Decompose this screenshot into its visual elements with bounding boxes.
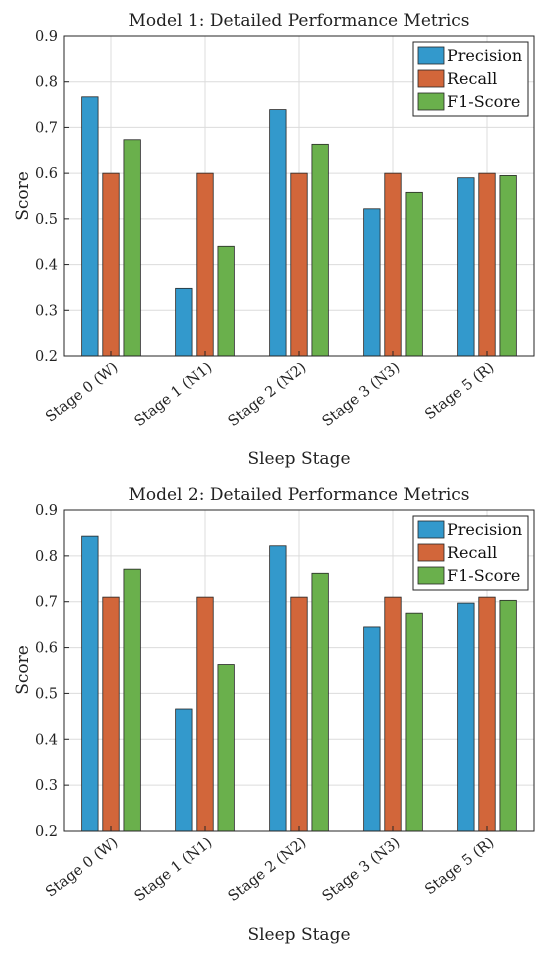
chart-1-legend-label-recall: Recall — [447, 69, 497, 88]
chart-1-y-tick-label: 0.6 — [35, 166, 58, 182]
chart-2-bar-precision-stage-2-n2 — [269, 545, 287, 832]
chart-1-x-tick-label-stage-1-n1: Stage 1 (N1) — [132, 360, 216, 430]
chart-2-bar-precision-stage-3-n3 — [363, 626, 381, 832]
chart-2-ylabel: Score — [13, 645, 33, 695]
chart-1-y-tick-label: 0.9 — [35, 29, 58, 45]
chart-2-bar-recall-stage-5-r — [478, 596, 496, 832]
chart-2-x-tick-label-stage-0-w: Stage 0 (W) — [43, 835, 121, 901]
chart-2-legend-swatch-precision — [417, 520, 445, 539]
chart-2-x-tick-label-stage-3-n3: Stage 3 (N3) — [320, 835, 404, 905]
chart-2-legend-label-f1-score: F1-Score — [447, 566, 520, 585]
chart-1-legend-swatch-precision — [417, 46, 445, 65]
chart-1-bar-recall-stage-3-n3 — [384, 172, 402, 357]
chart-1-y-tick-label: 0.2 — [35, 349, 58, 365]
chart-2-bar-f1-score-stage-0-w — [123, 568, 141, 832]
chart-1-bar-precision-stage-5-r — [457, 177, 475, 357]
chart-2-bar-f1-score-stage-5-r — [499, 599, 517, 832]
chart-1-y-tick-label: 0.4 — [35, 258, 58, 274]
chart-2-y-ticks: 0.2 0.3 0.4 0.5 0.6 0.7 0.8 0.9 — [35, 503, 69, 840]
chart-2-bar-f1-score-stage-2-n2 — [311, 572, 329, 832]
chart-1-legend-label-precision: Precision — [447, 46, 522, 65]
chart-2-x-tick-label-stage-2-n2: Stage 2 (N2) — [226, 835, 310, 905]
chart-1-bar-recall-stage-5-r — [478, 172, 496, 357]
chart-2-bar-precision-stage-5-r — [457, 602, 475, 832]
chart-2-y-tick-label: 0.6 — [35, 641, 58, 657]
chart-2-bar-recall-stage-0-w — [102, 596, 120, 832]
chart-2-bar-f1-score-stage-3-n3 — [405, 612, 423, 832]
chart-1-bar-precision-stage-0-w — [81, 96, 99, 357]
chart-2-xlabel: Sleep Stage — [247, 925, 350, 945]
chart-2-bar-recall-stage-3-n3 — [384, 596, 402, 832]
chart-1-legend-label-f1-score: F1-Score — [447, 92, 520, 111]
chart-2-legend: Precision Recall F1-Score — [412, 515, 529, 591]
chart-2-x-tick-label-stage-5-r: Stage 5 (R) — [422, 835, 497, 899]
chart-1-xlabel: Sleep Stage — [247, 449, 350, 469]
chart-1-bar-precision-stage-3-n3 — [363, 208, 381, 357]
chart-1-bars — [81, 96, 517, 357]
chart-1-legend-swatch-recall — [417, 69, 445, 88]
chart-2-x-ticks: Stage 0 (W) Stage 1 (N1) Stage 2 (N2) Stage… — [43, 826, 497, 905]
chart-2-legend-label-recall: Recall — [447, 543, 497, 562]
chart-2: Model 2: Detailed Performance Metrics 0.… — [13, 485, 535, 945]
chart-1-x-tick-label-stage-2-n2: Stage 2 (N2) — [226, 360, 310, 430]
chart-1: Model 1: Detailed Performance Metrics 0.… — [13, 11, 535, 469]
chart-1-x-tick-label-stage-0-w: Stage 0 (W) — [43, 360, 121, 426]
chart-2-y-tick-label: 0.9 — [35, 503, 58, 519]
chart-2-y-tick-label: 0.7 — [35, 595, 58, 611]
chart-1-bar-f1-score-stage-1-n1 — [217, 245, 235, 357]
chart-1-ylabel: Score — [13, 171, 33, 221]
chart-2-bar-precision-stage-1-n1 — [175, 708, 193, 832]
chart-1-bar-recall-stage-2-n2 — [290, 172, 308, 357]
chart-1-bar-recall-stage-1-n1 — [196, 172, 214, 357]
chart-1-x-ticks: Stage 0 (W) Stage 1 (N1) Stage 2 (N2) Stage… — [43, 351, 497, 430]
chart-2-x-tick-label-stage-1-n1: Stage 1 (N1) — [132, 835, 216, 905]
chart-1-bar-f1-score-stage-3-n3 — [405, 191, 423, 357]
chart-2-bar-precision-stage-0-w — [81, 535, 99, 832]
chart-2-y-tick-label: 0.3 — [35, 778, 58, 794]
chart-1-y-tick-label: 0.8 — [35, 75, 58, 91]
chart-2-bars — [81, 535, 517, 832]
chart-2-y-tick-label: 0.8 — [35, 549, 58, 565]
chart-1-bar-recall-stage-0-w — [102, 172, 120, 357]
chart-2-bar-recall-stage-2-n2 — [290, 596, 308, 832]
chart-2-y-tick-label: 0.5 — [35, 686, 58, 702]
chart-1-y-tick-label: 0.5 — [35, 212, 58, 228]
chart-1-bar-f1-score-stage-2-n2 — [311, 143, 329, 357]
chart-1-bar-precision-stage-2-n2 — [269, 109, 287, 357]
chart-2-legend-swatch-recall — [417, 543, 445, 562]
chart-1-bar-precision-stage-1-n1 — [175, 287, 193, 357]
chart-1-x-tick-label-stage-5-r: Stage 5 (R) — [422, 360, 497, 424]
chart-1-y-ticks: 0.2 0.3 0.4 0.5 0.6 0.7 0.8 0.9 — [35, 29, 69, 365]
chart-2-bar-f1-score-stage-1-n1 — [217, 664, 235, 832]
chart-2-y-tick-label: 0.4 — [35, 732, 58, 748]
chart-2-legend-label-precision: Precision — [447, 520, 522, 539]
chart-2-y-tick-label: 0.2 — [35, 824, 58, 840]
chart-1-y-tick-label: 0.3 — [35, 303, 58, 319]
chart-1-title: Model 1: Detailed Performance Metrics — [128, 11, 469, 31]
chart-1-y-tick-label: 0.7 — [35, 120, 58, 136]
chart-2-title: Model 2: Detailed Performance Metrics — [128, 485, 469, 505]
chart-1-legend: Precision Recall F1-Score — [412, 41, 529, 117]
chart-1-bar-f1-score-stage-0-w — [123, 139, 141, 357]
chart-1-x-tick-label-stage-3-n3: Stage 3 (N3) — [320, 360, 404, 430]
chart-1-bar-f1-score-stage-5-r — [499, 175, 517, 357]
chart-2-legend-swatch-f1-score — [417, 566, 445, 585]
chart-1-legend-swatch-f1-score — [417, 92, 445, 111]
chart-2-bar-recall-stage-1-n1 — [196, 596, 214, 832]
